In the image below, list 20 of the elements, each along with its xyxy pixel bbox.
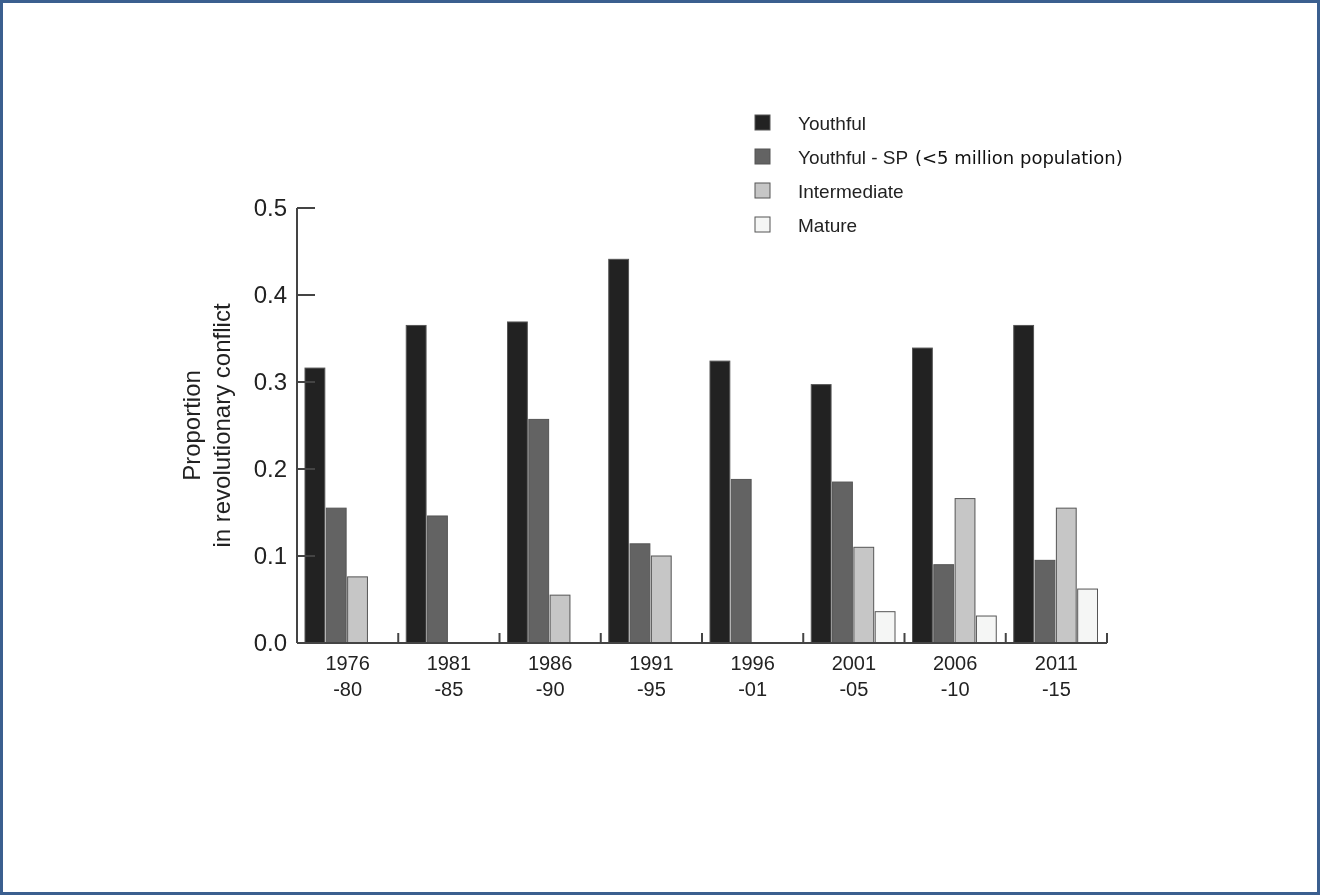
legend-label: Youthful - SP (798, 146, 909, 168)
y-axis-title: Proportion in revolutionary conflict (178, 303, 235, 548)
x-tick-label: 2006 -10 (932, 652, 978, 700)
x-tick-label: 1981 -85 (426, 652, 472, 700)
y-tick-label: 0.1 (253, 542, 287, 570)
y-tick-label: 0.5 (253, 194, 287, 222)
legend-label: Youthful (798, 112, 866, 134)
text: (<5 million population) (915, 147, 1123, 169)
x-tick-label: 2011 -15 (1034, 652, 1078, 700)
y-tick-label: 0.2 (253, 455, 287, 483)
x-tick-label: 1976 -80 (325, 652, 370, 700)
x-tick-label: 2001 -05 (831, 652, 877, 700)
y-tick-label: 0.3 (253, 368, 287, 396)
x-tick-label: 1986 -90 (527, 652, 573, 700)
y-tick-label: 0.0 (253, 629, 287, 657)
y-tick-label: 0.4 (253, 281, 287, 309)
legend-label: Mature (798, 214, 858, 236)
legend-label: Intermediate (798, 180, 904, 202)
x-tick-label: 1996 -01 (730, 652, 775, 700)
x-tick-label: 1991 -95 (629, 652, 674, 700)
